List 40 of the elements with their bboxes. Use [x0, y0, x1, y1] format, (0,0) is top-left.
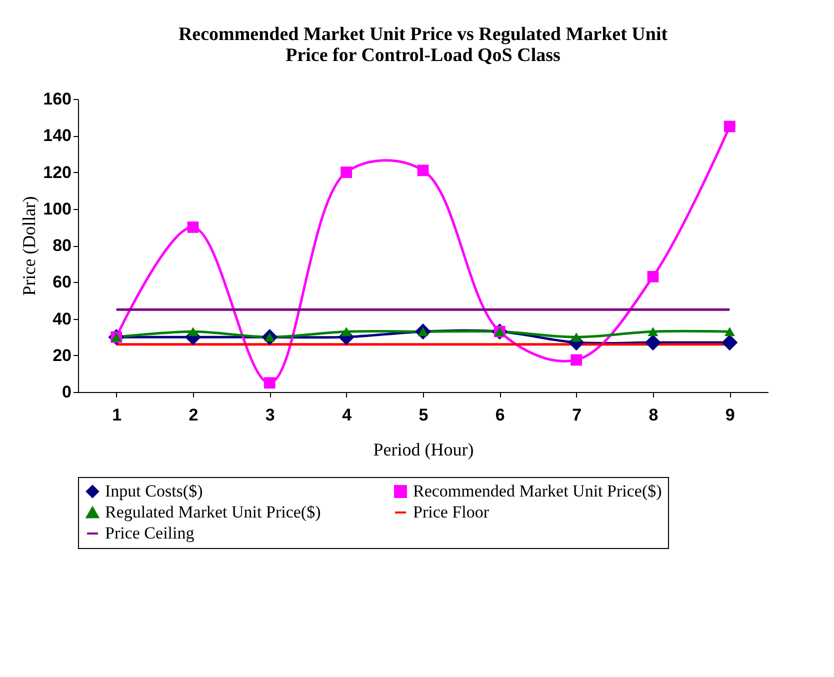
x-tick-label: 7	[572, 406, 582, 424]
x-tick-label: 9	[725, 406, 735, 424]
legend-label: Price Ceiling	[105, 524, 195, 542]
point	[188, 327, 198, 336]
point	[417, 164, 429, 176]
y-tick-label: 40	[52, 309, 72, 328]
y-tick-label: 60	[52, 272, 72, 292]
y-tick-label: 140	[43, 126, 72, 146]
legend-label: Recommended Market Unit Price($)	[413, 482, 662, 501]
legend-label: Input Costs($)	[105, 482, 203, 501]
point	[340, 166, 352, 178]
legend-label: Regulated Market Unit Price($)	[105, 502, 321, 522]
point	[648, 327, 658, 336]
x-tick-label: 2	[188, 406, 198, 424]
x-tick-label: 1	[112, 406, 122, 424]
x-tick-label: 8	[648, 406, 658, 424]
point	[264, 377, 276, 389]
y-tick-label: 20	[52, 346, 72, 365]
y-tick-label: 80	[52, 236, 72, 255]
point	[724, 120, 736, 132]
point	[724, 327, 735, 336]
point	[570, 354, 582, 366]
point	[571, 332, 582, 342]
x-tick-label: 4	[342, 406, 352, 424]
point	[644, 334, 662, 351]
point	[722, 334, 738, 351]
y-tick-label: 0	[62, 382, 72, 402]
x-tick-label: 6	[495, 406, 505, 424]
chart-title: Recommended Market Unit Price vs Regulated Market Unit Price for Control-Load QoS Class	[178, 24, 668, 66]
y-tick-label: 160	[43, 90, 72, 108]
x-axis-title: Period (Hour)	[373, 440, 474, 460]
y-tick-label: 120	[43, 162, 72, 182]
x-tick-label: 3	[265, 406, 275, 424]
y-tick-label: 100	[43, 199, 72, 218]
point	[187, 221, 199, 233]
x-tick-label: 5	[418, 406, 428, 424]
y-axis-title: Price (Dollar)	[19, 196, 40, 296]
point	[341, 327, 352, 336]
legend-label: Price Floor	[413, 502, 490, 522]
point	[647, 270, 659, 282]
